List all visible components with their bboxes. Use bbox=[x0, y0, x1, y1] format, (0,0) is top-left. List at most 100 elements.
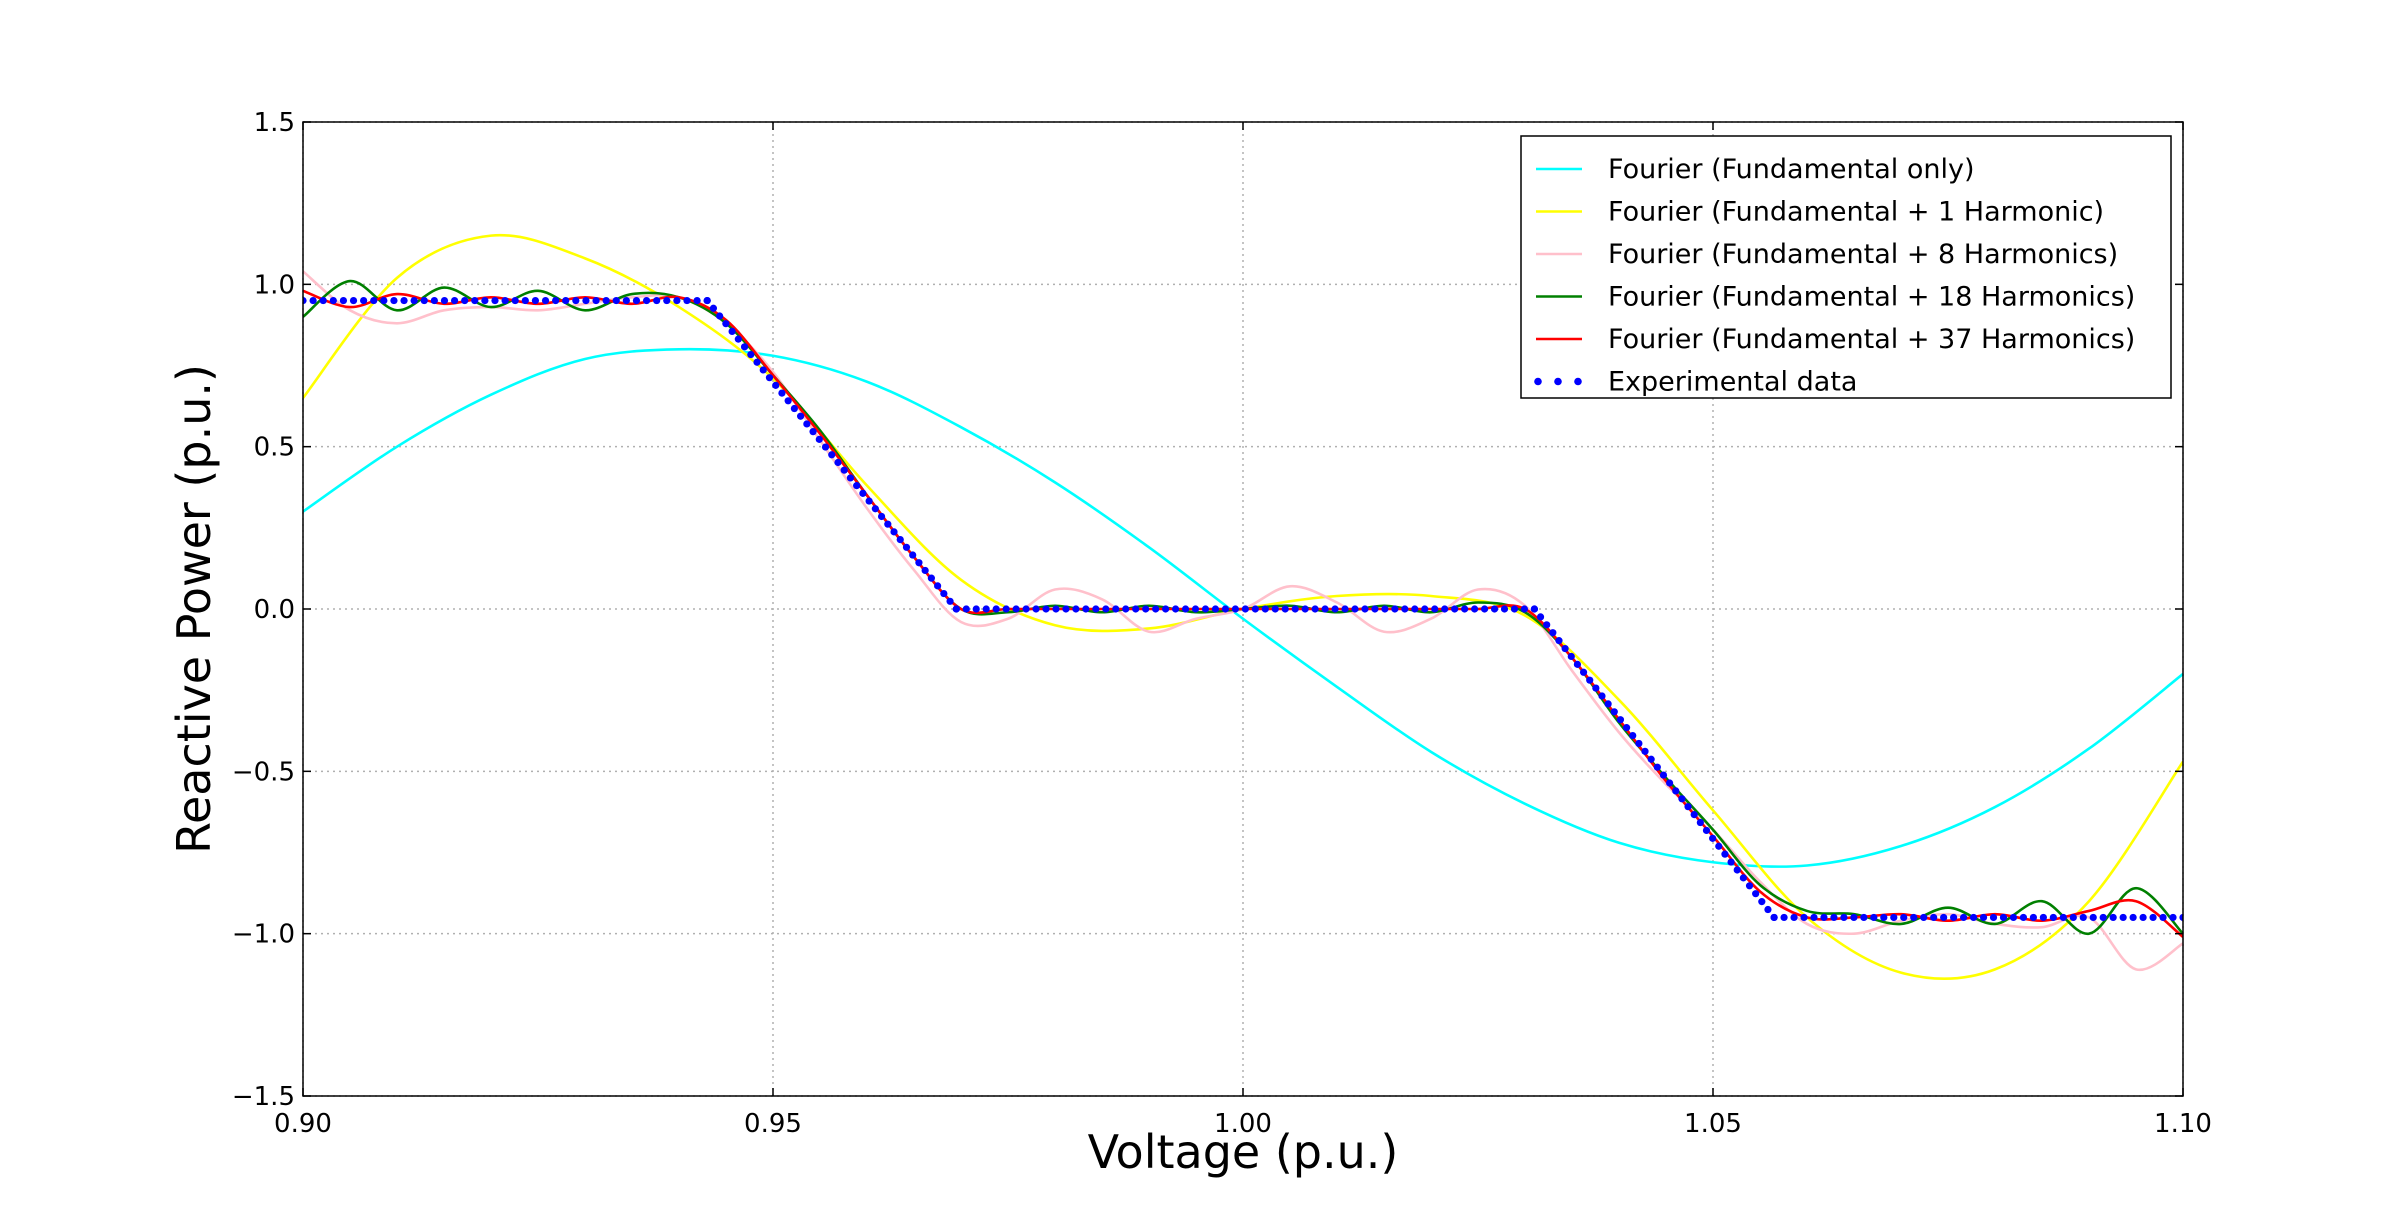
data-point bbox=[1142, 605, 1150, 613]
data-point bbox=[1666, 779, 1674, 787]
data-point bbox=[1890, 913, 1898, 922]
data-point bbox=[972, 605, 980, 613]
legend-entry: Experimental data bbox=[1534, 367, 1857, 398]
data-point bbox=[840, 466, 848, 474]
data-point bbox=[541, 296, 550, 305]
legend-entry: Fourier (Fundamental + 37 Harmonics) bbox=[1536, 324, 2135, 355]
y-axis-title: Reactive Power (p.u.) bbox=[167, 364, 221, 854]
data-point bbox=[339, 296, 348, 305]
data-point bbox=[1211, 605, 1220, 613]
data-point bbox=[309, 296, 317, 305]
data-point bbox=[1543, 621, 1551, 629]
x-axis-title: Voltage (p.u.) bbox=[1088, 1125, 1399, 1179]
data-point bbox=[1500, 605, 1509, 613]
data-point bbox=[2109, 913, 2117, 922]
data-point bbox=[481, 296, 489, 305]
data-point bbox=[853, 482, 861, 490]
data-point bbox=[461, 296, 469, 305]
data-point bbox=[1480, 605, 1489, 613]
y-tick-label: 1.0 bbox=[254, 270, 295, 300]
data-point bbox=[2059, 913, 2067, 922]
data-point bbox=[1152, 605, 1160, 613]
data-point bbox=[859, 489, 867, 497]
x-tick-label: 0.90 bbox=[274, 1109, 332, 1139]
data-point bbox=[1281, 605, 1289, 613]
data-point bbox=[683, 296, 691, 305]
data-point bbox=[1647, 755, 1655, 763]
data-point bbox=[734, 335, 742, 343]
data-point bbox=[1641, 747, 1649, 755]
data-point bbox=[759, 366, 767, 374]
data-point bbox=[871, 505, 879, 513]
data-point bbox=[1979, 913, 1988, 922]
data-point bbox=[531, 296, 540, 305]
data-point bbox=[1062, 605, 1070, 613]
data-point bbox=[1052, 605, 1060, 613]
data-point bbox=[1032, 605, 1040, 613]
legend-marker bbox=[1554, 377, 1562, 386]
data-point bbox=[740, 343, 749, 351]
data-point bbox=[642, 296, 651, 305]
data-point bbox=[653, 296, 661, 305]
plot-area bbox=[303, 233, 2183, 981]
data-point bbox=[622, 296, 630, 305]
legend-label: Fourier (Fundamental + 8 Harmonics) bbox=[1608, 239, 2118, 270]
data-point bbox=[962, 605, 970, 613]
data-point bbox=[1989, 913, 1998, 922]
data-point bbox=[1752, 890, 1760, 898]
data-point bbox=[1301, 605, 1309, 613]
data-point bbox=[430, 296, 438, 305]
legend-label: Fourier (Fundamental + 18 Harmonics) bbox=[1608, 282, 2135, 313]
data-point bbox=[1850, 913, 1858, 922]
series-experimental-data bbox=[303, 296, 2183, 922]
legend-label: Fourier (Fundamental only) bbox=[1608, 154, 1974, 185]
data-point bbox=[877, 512, 886, 521]
data-point bbox=[1920, 913, 1928, 922]
data-point bbox=[2119, 913, 2127, 922]
data-point bbox=[1331, 605, 1339, 613]
y-tick-label: −1.0 bbox=[232, 920, 295, 950]
data-point bbox=[1830, 913, 1838, 922]
data-point bbox=[1536, 613, 1545, 621]
data-point bbox=[1702, 826, 1711, 835]
data-point bbox=[349, 296, 358, 305]
data-point bbox=[909, 551, 917, 559]
data-point bbox=[471, 296, 479, 305]
data-point bbox=[1510, 605, 1519, 613]
data-point bbox=[1072, 605, 1080, 613]
data-point bbox=[747, 350, 755, 359]
data-point bbox=[1764, 905, 1772, 914]
data-point bbox=[821, 443, 830, 451]
data-point bbox=[2069, 913, 2077, 922]
data-point bbox=[1381, 605, 1389, 613]
data-point bbox=[2169, 913, 2177, 922]
data-point bbox=[884, 520, 892, 528]
data-point bbox=[612, 296, 620, 305]
data-point bbox=[1758, 898, 1766, 906]
data-point bbox=[673, 296, 681, 305]
data-point bbox=[1709, 834, 1717, 842]
data-point bbox=[716, 312, 724, 320]
legend-entry: Fourier (Fundamental + 18 Harmonics) bbox=[1536, 282, 2135, 313]
tick-layer: 0.90 0.95 1.00 1.05 1.10 −1.5 −1.0 −0.5 0.0 0.5 1.… bbox=[232, 108, 2212, 1139]
data-point bbox=[2179, 913, 2183, 922]
data-point bbox=[1950, 913, 1958, 922]
data-point bbox=[982, 605, 990, 613]
data-point bbox=[722, 320, 730, 328]
data-point bbox=[572, 296, 580, 305]
data-point bbox=[896, 536, 904, 544]
data-point bbox=[491, 296, 499, 305]
data-point bbox=[2129, 913, 2137, 922]
data-point bbox=[602, 296, 610, 305]
data-point bbox=[1022, 605, 1030, 613]
data-point bbox=[562, 296, 570, 305]
data-point bbox=[1573, 660, 1582, 668]
data-point bbox=[1870, 913, 1878, 922]
data-point bbox=[1181, 605, 1190, 613]
data-point bbox=[1490, 605, 1499, 613]
data-point bbox=[1810, 913, 1818, 922]
data-point bbox=[521, 296, 529, 305]
data-point bbox=[1840, 913, 1848, 922]
data-point bbox=[2139, 913, 2147, 922]
